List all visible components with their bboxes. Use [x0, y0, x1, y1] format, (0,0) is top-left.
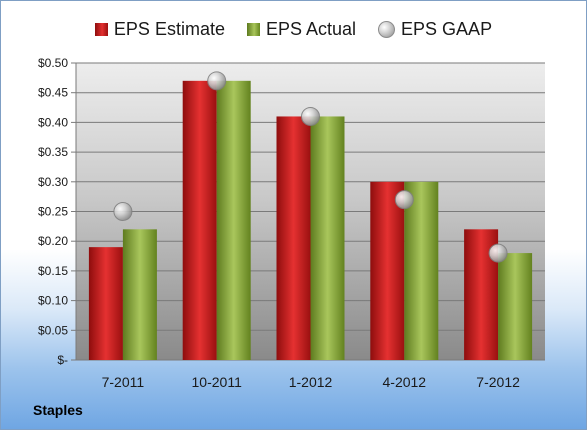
actual-bar: [498, 253, 533, 360]
company-name: Staples: [33, 402, 83, 418]
actual-swatch-icon: [246, 22, 260, 36]
y-tick-label: $0.20: [38, 234, 68, 248]
x-tick-label: 10-2011: [192, 374, 243, 390]
gaap-marker: [394, 190, 414, 210]
estimate-bar: [88, 247, 123, 360]
x-tick-label: 7-2011: [102, 374, 145, 390]
y-tick-label: $0.15: [38, 264, 68, 278]
actual-bar: [122, 229, 157, 360]
y-tick-label: $0.45: [38, 86, 68, 100]
y-tick-label: $0.25: [38, 205, 68, 219]
x-tick-label: 7-2012: [476, 374, 520, 390]
legend-label-estimate: EPS Estimate: [113, 18, 225, 39]
legend: EPS Estimate EPS Actual EPS GAAP: [1, 11, 586, 47]
legend-item-actual: EPS Actual: [246, 18, 357, 40]
actual-bar: [404, 181, 439, 360]
actual-bar: [216, 80, 251, 360]
y-tick-label: $0.35: [38, 145, 68, 159]
y-tick-label: $0.30: [38, 175, 68, 189]
gaap-marker: [301, 106, 320, 126]
x-tick-label: 4-2012: [383, 374, 427, 390]
gaap-marker-icon: [378, 20, 396, 38]
estimate-bar: [370, 181, 405, 360]
y-tick-label: $0.40: [38, 115, 68, 129]
y-tick-label: $-: [57, 353, 68, 367]
estimate-bar: [276, 116, 311, 361]
actual-bar: [310, 116, 345, 361]
x-tick-label: 1-2012: [289, 374, 333, 390]
legend-item-estimate: EPS Estimate: [94, 18, 225, 40]
gaap-marker: [488, 243, 508, 263]
legend-item-gaap: EPS GAAP: [378, 19, 492, 40]
y-tick-label: $0.05: [38, 323, 68, 337]
gaap-marker: [113, 202, 133, 221]
y-tick-label: $0.10: [38, 294, 68, 308]
estimate-bar: [182, 80, 217, 360]
legend-label-gaap: EPS GAAP: [401, 18, 493, 39]
gaap-marker: [207, 71, 227, 91]
y-tick-label: $0.50: [38, 56, 68, 70]
estimate-swatch-icon: [94, 22, 108, 36]
legend-label-actual: EPS Actual: [265, 18, 357, 39]
